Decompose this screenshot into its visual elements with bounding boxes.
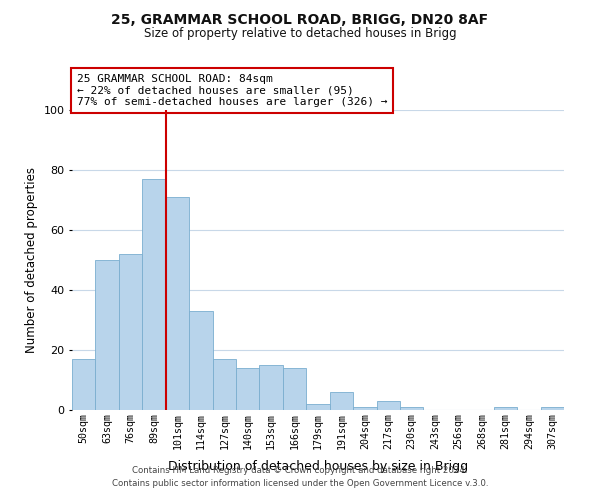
- Y-axis label: Number of detached properties: Number of detached properties: [25, 167, 38, 353]
- Bar: [353, 407, 377, 410]
- Text: 25 GRAMMAR SCHOOL ROAD: 84sqm
← 22% of detached houses are smaller (95)
77% of s: 25 GRAMMAR SCHOOL ROAD: 84sqm ← 22% of d…: [77, 74, 388, 107]
- Bar: [142, 179, 166, 410]
- Bar: [166, 197, 189, 410]
- Bar: [400, 407, 424, 410]
- Bar: [306, 404, 330, 410]
- Bar: [95, 260, 119, 410]
- Bar: [283, 368, 306, 410]
- Bar: [330, 392, 353, 410]
- Bar: [119, 254, 142, 410]
- Text: Contains HM Land Registry data © Crown copyright and database right 2024.
Contai: Contains HM Land Registry data © Crown c…: [112, 466, 488, 487]
- Bar: [212, 359, 236, 410]
- Text: Size of property relative to detached houses in Brigg: Size of property relative to detached ho…: [143, 28, 457, 40]
- Bar: [541, 407, 564, 410]
- Bar: [189, 311, 212, 410]
- X-axis label: Distribution of detached houses by size in Brigg: Distribution of detached houses by size …: [168, 460, 468, 473]
- Bar: [377, 401, 400, 410]
- Bar: [259, 365, 283, 410]
- Text: 25, GRAMMAR SCHOOL ROAD, BRIGG, DN20 8AF: 25, GRAMMAR SCHOOL ROAD, BRIGG, DN20 8AF: [112, 12, 488, 26]
- Bar: [494, 407, 517, 410]
- Bar: [236, 368, 259, 410]
- Bar: [72, 359, 95, 410]
